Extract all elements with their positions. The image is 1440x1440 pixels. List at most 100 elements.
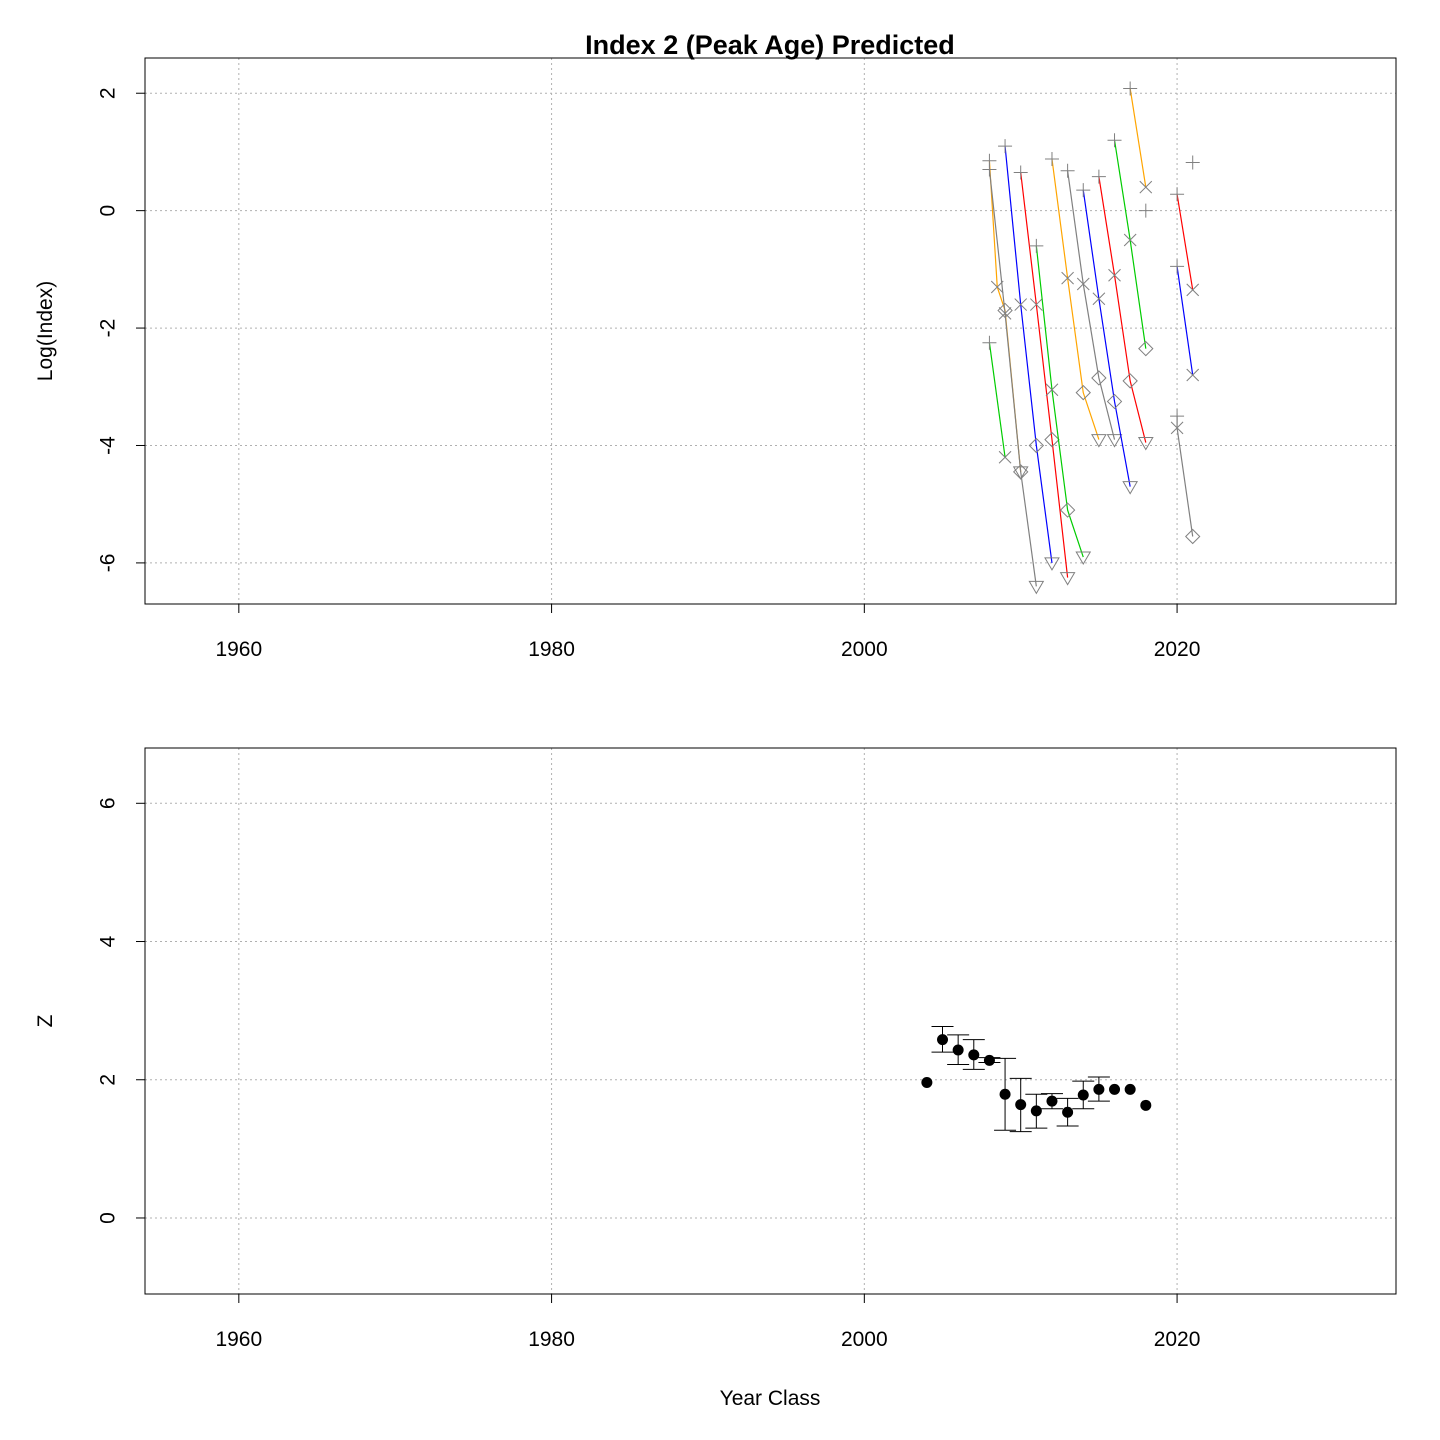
cohort-series	[1123, 81, 1153, 194]
top-plot-frame	[144, 57, 1397, 605]
z-point	[968, 1049, 980, 1061]
cohort-line	[1098, 176, 1147, 443]
cohort-line	[1176, 194, 1194, 290]
top-series-layer	[982, 81, 1201, 595]
cohort-line	[1067, 170, 1116, 440]
bottom-grid	[145, 748, 1396, 1294]
triangle-down-marker	[1122, 481, 1139, 495]
x-marker	[1186, 283, 1200, 297]
plus-marker	[1107, 133, 1122, 148]
diamond-marker	[1091, 370, 1107, 386]
diamond-marker	[1106, 393, 1123, 410]
cohort-series	[1044, 151, 1107, 448]
cohort-line	[1082, 190, 1131, 487]
z-point	[1015, 1099, 1027, 1111]
top-y-axis-label: Log(Index)	[34, 281, 57, 381]
z-estimate	[1072, 1080, 1095, 1110]
top-grid	[145, 58, 1396, 604]
cohort-series	[1013, 165, 1076, 586]
x-tick-label: 2000	[841, 638, 888, 661]
plus-marker	[1185, 155, 1200, 170]
z-estimate	[931, 1026, 954, 1053]
x-tick-label: 2000	[841, 1328, 888, 1351]
triangle-down-marker	[1044, 557, 1060, 571]
x-marker	[1029, 298, 1043, 311]
cohort-series	[998, 139, 1060, 571]
plus-marker	[1170, 409, 1185, 424]
x-marker	[1045, 383, 1059, 397]
z-point	[1030, 1105, 1042, 1117]
z-estimate	[947, 1034, 970, 1066]
cohort-series	[982, 335, 1012, 464]
plus-marker	[1076, 183, 1091, 198]
cohort-series	[1185, 155, 1200, 170]
cohort-series	[982, 162, 1045, 595]
cohort-line	[1176, 416, 1194, 537]
x-tick-label: 1960	[215, 1328, 262, 1351]
z-estimate	[962, 1039, 985, 1070]
cohort-series	[1170, 187, 1200, 297]
triangle-down-marker	[1106, 434, 1123, 448]
z-estimate	[1109, 1083, 1121, 1095]
bottom-panel: 1960 1980 2000 2020 0 2 4 6 Year Class Z	[34, 747, 1397, 1410]
z-point	[1140, 1099, 1152, 1111]
diamond-marker	[1059, 502, 1076, 518]
diamond-marker	[1075, 384, 1091, 401]
cohort-series	[1170, 259, 1200, 382]
y-tick-label: 4	[96, 935, 119, 947]
triangle-down-marker	[1028, 580, 1045, 595]
x-marker	[1014, 298, 1028, 311]
diamond-marker	[1028, 437, 1045, 454]
z-estimate	[1040, 1093, 1063, 1110]
y-tick-label: 2	[96, 1074, 119, 1086]
y-tick-label: -2	[96, 319, 119, 338]
x-tick-label: 2020	[1154, 638, 1201, 661]
plus-marker	[1060, 163, 1075, 178]
x-tick-label: 1980	[528, 638, 575, 661]
z-point	[1046, 1095, 1058, 1107]
cohort-series	[1138, 203, 1153, 218]
y-tick-label: 2	[96, 87, 119, 99]
y-tick-label: -4	[96, 436, 119, 455]
cohort-line	[1035, 245, 1084, 558]
bottom-plot-frame	[144, 747, 1397, 1295]
z-point	[1109, 1083, 1121, 1095]
cohort-line	[988, 169, 1037, 587]
z-point	[983, 1054, 995, 1066]
cohort-line	[988, 342, 1006, 458]
plus-marker	[1170, 187, 1185, 202]
z-point	[952, 1044, 964, 1056]
z-point	[1077, 1089, 1089, 1101]
bottom-series-layer	[921, 1026, 1152, 1133]
diamond-marker	[1122, 373, 1138, 389]
diamond-marker	[1012, 464, 1029, 480]
z-point	[1062, 1106, 1074, 1118]
y-tick-label: 6	[96, 797, 119, 809]
z-estimate	[978, 1054, 1001, 1066]
cohort-line	[1113, 140, 1147, 349]
z-estimate	[1124, 1083, 1136, 1095]
cohort-series	[1091, 169, 1154, 451]
x-marker	[1061, 271, 1074, 285]
x-marker	[1092, 292, 1106, 306]
z-estimate	[994, 1057, 1017, 1131]
triangle-down-marker	[1137, 437, 1154, 451]
plus-marker	[1138, 203, 1153, 218]
x-marker	[1170, 421, 1184, 435]
x-tick-label: 1980	[528, 1328, 575, 1351]
plus-marker	[982, 162, 997, 177]
x-axis-label: Year Class	[720, 1387, 821, 1410]
diamond-marker	[1044, 431, 1060, 448]
z-estimate	[1056, 1097, 1079, 1127]
cohort-line	[1051, 158, 1100, 440]
x-marker	[1108, 268, 1121, 282]
y-tick-label: 0	[96, 205, 119, 217]
plus-marker	[1091, 169, 1106, 184]
y-tick-label: -6	[96, 554, 119, 573]
cohort-series	[1060, 163, 1123, 448]
plus-marker	[1029, 238, 1044, 253]
x-marker	[998, 307, 1012, 320]
x-marker	[998, 450, 1012, 464]
